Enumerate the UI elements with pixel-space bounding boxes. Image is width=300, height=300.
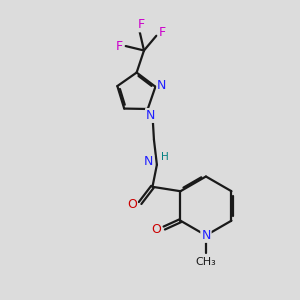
Text: F: F bbox=[137, 18, 145, 32]
Text: N: N bbox=[201, 229, 211, 242]
Text: F: F bbox=[116, 40, 123, 52]
Text: O: O bbox=[151, 223, 161, 236]
Text: O: O bbox=[127, 198, 137, 211]
Text: F: F bbox=[159, 26, 166, 39]
Text: CH₃: CH₃ bbox=[196, 257, 216, 267]
Text: N: N bbox=[144, 155, 153, 168]
Text: N: N bbox=[157, 79, 167, 92]
Text: H: H bbox=[161, 152, 169, 162]
Text: N: N bbox=[146, 109, 155, 122]
